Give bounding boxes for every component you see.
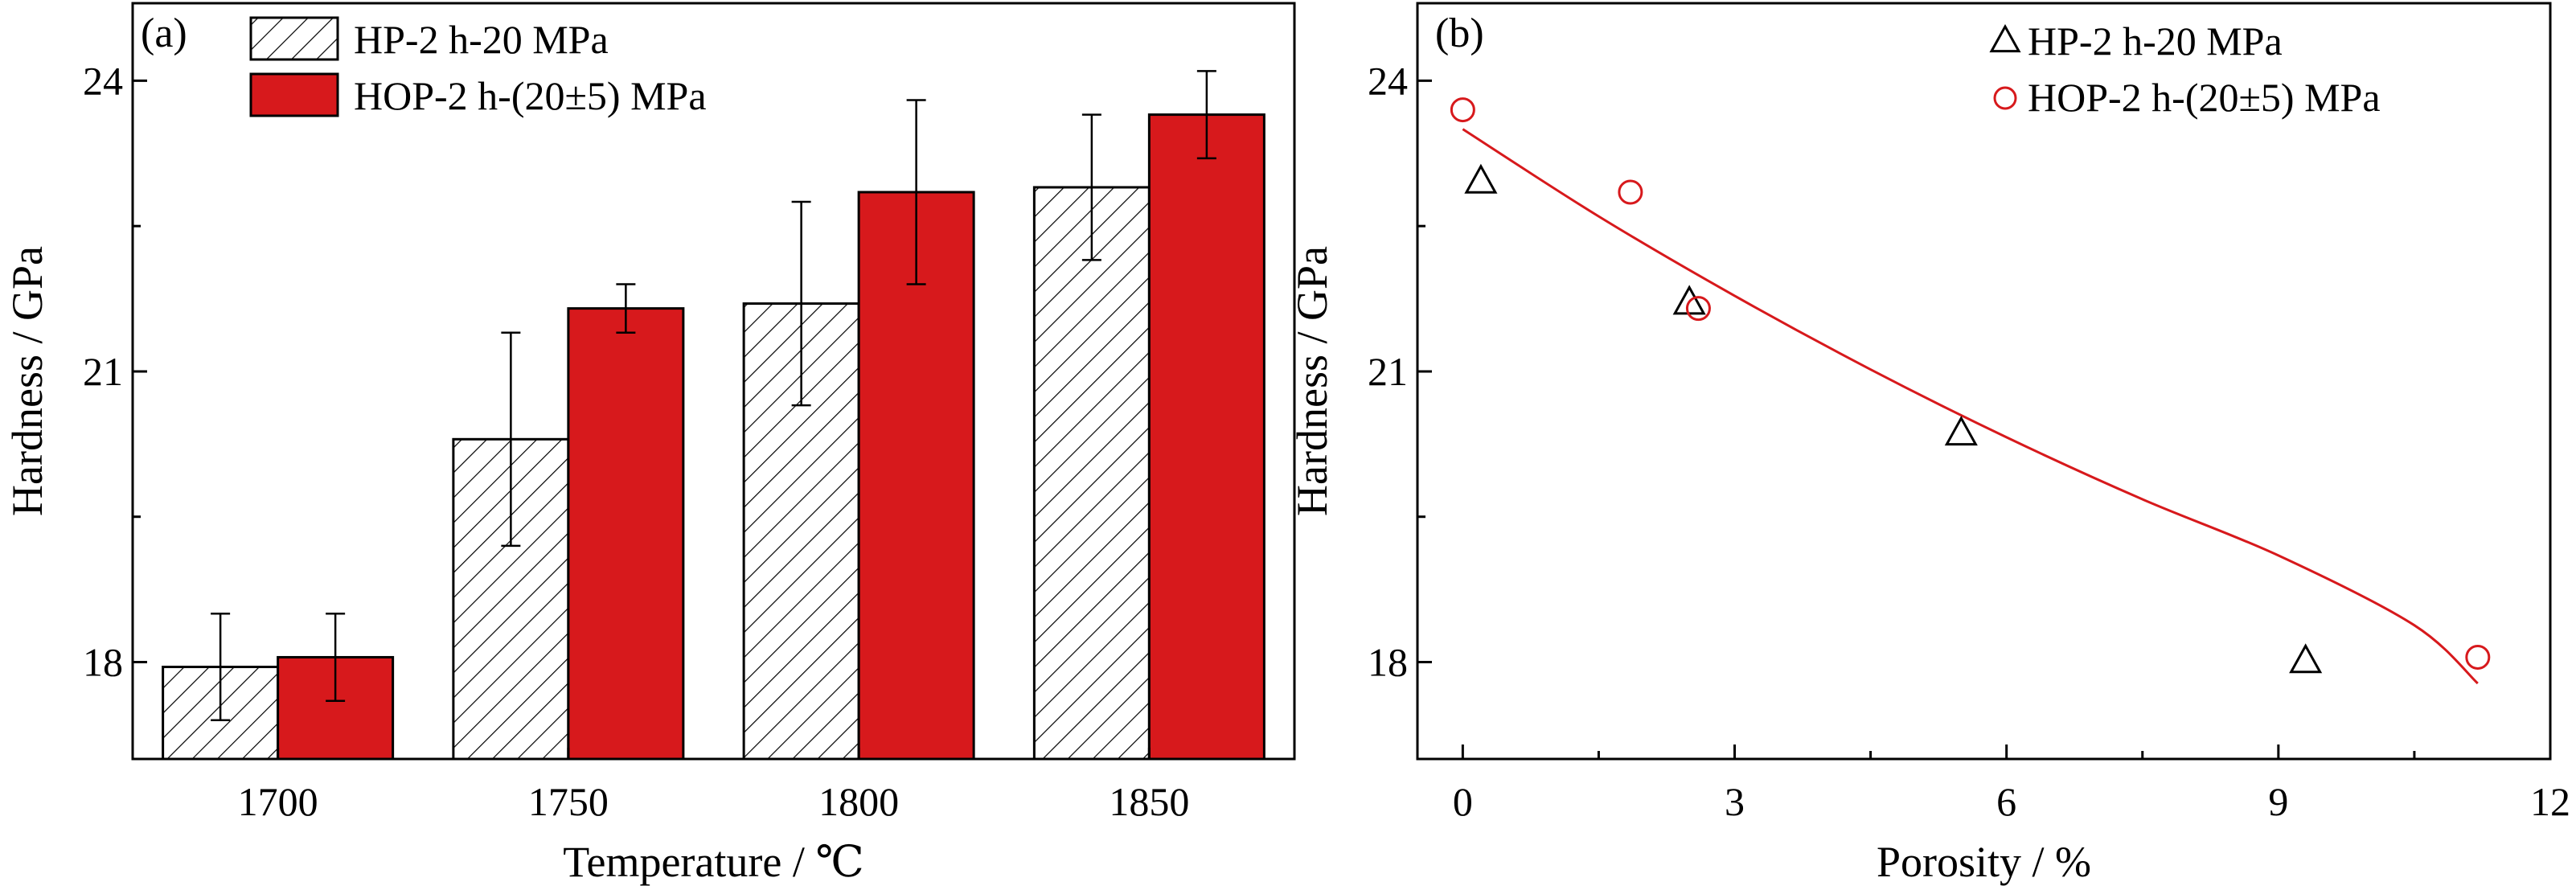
panel-a-bar-chart: 1700 1750 1800 1850 18 21 24 (a) Temperature /… bbox=[3, 2, 1296, 886]
fit-curve bbox=[1462, 128, 2479, 685]
panel-b-axes: 0 3 6 9 12 18 21 24 bbox=[1368, 58, 2570, 824]
panel-b-legend-label-hp: HP-2 h-20 MPa bbox=[2028, 18, 2283, 64]
panel-a-frame bbox=[131, 2, 1296, 761]
y-tick-label-21: 21 bbox=[83, 349, 123, 394]
panel-a-legend-label-hop: HOP-2 h-(20±5) MPa bbox=[354, 73, 707, 118]
point-hop-3 bbox=[2465, 644, 2491, 670]
panel-b-legend-marker-circle bbox=[1993, 86, 2017, 110]
panel-a-y-axis-title: Hardness / GPa bbox=[3, 246, 51, 516]
y-tick-label-24: 24 bbox=[83, 58, 123, 103]
y-tick-label-18: 18 bbox=[1368, 639, 1408, 684]
bar-hp-1850 bbox=[1032, 186, 1151, 761]
bar-hop-1750 bbox=[567, 307, 685, 761]
panel-a-x-axis-title: Temperature / ℃ bbox=[563, 838, 863, 886]
panel-b-legend: HP-2 h-20 MPa HOP-2 h-(20±5) MPa bbox=[1989, 18, 2381, 120]
point-hp-0 bbox=[1464, 163, 1498, 194]
panel-a-axes: 1700 1750 1800 1850 18 21 24 bbox=[83, 58, 1189, 824]
panel-b-x-axis-title: Porosity / % bbox=[1877, 838, 2091, 886]
panel-b-label: (b) bbox=[1435, 10, 1484, 56]
point-hp-2 bbox=[1944, 416, 1978, 446]
panel-a-legend-swatch-hop bbox=[249, 72, 339, 117]
panel-b-y-axis-title: Hardness / GPa bbox=[1288, 246, 1336, 516]
x-tick-label-6: 6 bbox=[1996, 779, 2016, 824]
point-hop-1 bbox=[1618, 179, 1643, 205]
y-tick-label-24: 24 bbox=[1368, 58, 1408, 103]
x-tick-label-0: 0 bbox=[1453, 779, 1473, 824]
x-tick-label-1800: 1800 bbox=[818, 779, 899, 824]
x-tick-label-9: 9 bbox=[2268, 779, 2288, 824]
x-tick-label-1750: 1750 bbox=[528, 779, 609, 824]
bar-hop-1850 bbox=[1147, 113, 1265, 761]
point-hop-0 bbox=[1450, 97, 1475, 123]
x-tick-label-3: 3 bbox=[1725, 779, 1745, 824]
panel-a-plot-area bbox=[162, 70, 1265, 761]
x-tick-label-1850: 1850 bbox=[1109, 779, 1189, 824]
panel-b-legend-marker-triangle bbox=[1989, 23, 2021, 53]
panel-a-label: (a) bbox=[141, 10, 187, 56]
x-tick-label-1700: 1700 bbox=[238, 779, 318, 824]
point-hp-3 bbox=[2289, 643, 2323, 674]
panel-a-legend-swatch-hp bbox=[249, 16, 339, 61]
panel-a-legend-label-hp: HP-2 h-20 MPa bbox=[354, 17, 609, 62]
x-tick-label-12: 12 bbox=[2530, 779, 2570, 824]
y-tick-label-18: 18 bbox=[83, 639, 123, 684]
panel-b-frame bbox=[1416, 2, 2552, 761]
panel-b-scatter-chart: 0 3 6 9 12 18 21 24 (b) Porosity / % Hardness /… bbox=[1288, 2, 2570, 886]
panel-b-plot-area bbox=[1450, 97, 2491, 685]
point-hop-2 bbox=[1685, 296, 1711, 322]
panel-a-legend: HP-2 h-20 MPa HOP-2 h-(20±5) MPa bbox=[249, 16, 707, 118]
panel-b-legend-label-hop: HOP-2 h-(20±5) MPa bbox=[2028, 75, 2381, 120]
y-tick-label-21: 21 bbox=[1368, 349, 1408, 394]
